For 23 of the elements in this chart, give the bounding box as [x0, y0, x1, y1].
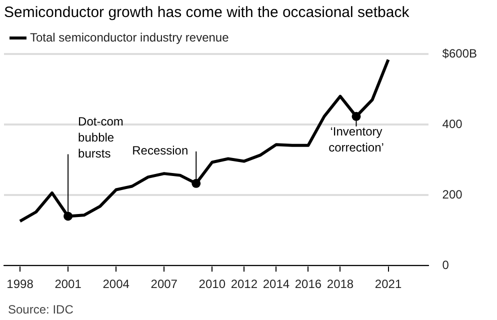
annotation: Dot-com bubble bursts	[78, 114, 124, 161]
x-tick-label: 1998	[6, 277, 34, 292]
y-tick-label: 0	[442, 258, 450, 272]
x-tick-label: 2012	[230, 277, 258, 292]
annotation: ‘Inventory correction’	[328, 124, 384, 155]
x-tick-label: 2018	[326, 277, 354, 292]
x-tick-label: 2004	[102, 277, 130, 292]
point	[64, 212, 73, 221]
source-note: Source: IDC	[8, 302, 74, 316]
point	[352, 112, 361, 121]
point	[192, 178, 201, 188]
legend-label: Total semiconductor industry revenue	[30, 30, 230, 44]
x-tick-label: 2021	[374, 277, 402, 292]
y-tick-label: 400	[442, 116, 463, 131]
annotation: Recession	[132, 144, 188, 158]
x-tick-label: 2010	[198, 277, 226, 292]
y-tick-label: 200	[442, 187, 463, 202]
y-tick-label: $600B	[442, 46, 478, 60]
chart-title: Semiconductor growth has come with the occasional setback	[4, 4, 410, 22]
x-tick-label: 2001	[54, 277, 82, 292]
x-tick-label: 2014	[262, 277, 290, 292]
x-tick-label: 2007	[150, 277, 178, 292]
x-tick-label: 2016	[294, 277, 322, 292]
